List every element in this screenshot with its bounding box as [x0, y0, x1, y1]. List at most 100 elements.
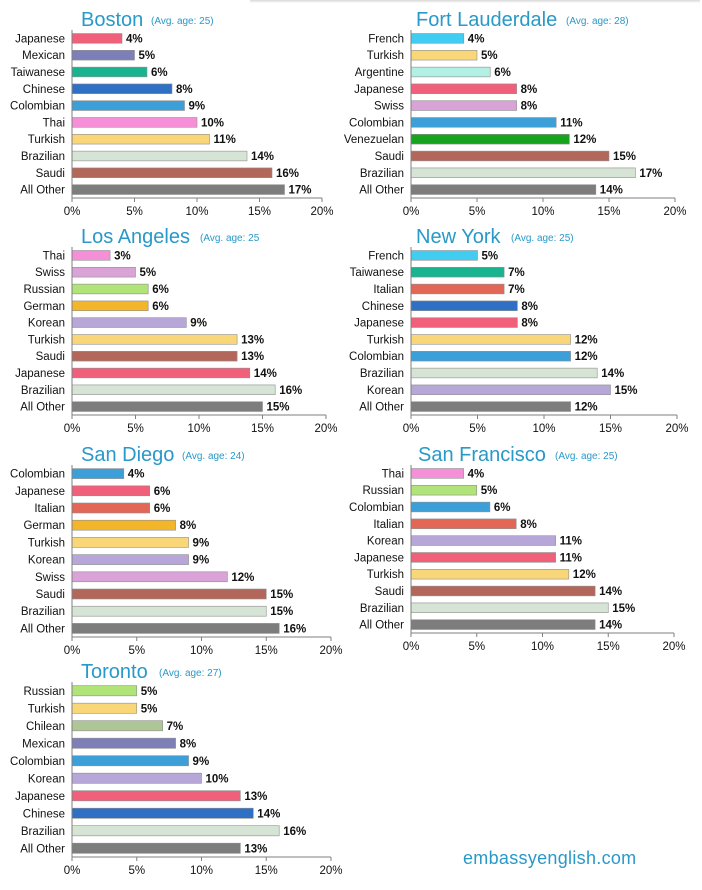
data-label: 8% [521, 318, 538, 330]
category-label: Brazilian [360, 603, 404, 615]
bar [410, 134, 570, 145]
category-label: Chinese [23, 84, 65, 96]
x-tick-label: 10% [532, 423, 555, 435]
data-label: 14% [599, 586, 622, 598]
data-label: 6% [494, 67, 511, 79]
data-label: 5% [481, 485, 498, 497]
x-tick-label: 5% [469, 423, 486, 435]
category-label: Chinese [362, 301, 404, 313]
bar [410, 100, 517, 111]
chart-fort-lauderdale: Fort Lauderdale (Avg. age: 28) French 4% T… [340, 8, 695, 218]
data-label: 15% [612, 603, 635, 615]
category-label: Swiss [374, 101, 404, 113]
x-tick-label: 5% [469, 206, 486, 218]
x-tick-label: 15% [251, 423, 274, 435]
data-label: 16% [283, 826, 306, 838]
top-divider [250, 0, 700, 3]
bar [71, 83, 173, 94]
category-label: Russian [362, 485, 404, 497]
data-label: 10% [206, 773, 229, 785]
data-label: 15% [615, 385, 638, 397]
data-label: 6% [152, 301, 169, 313]
avg-age-label: (Avg. age: 28) [566, 16, 629, 27]
category-label: Turkish [28, 334, 65, 346]
category-label: Saudi [36, 351, 65, 363]
data-label: 5% [141, 703, 158, 715]
category-label: Thai [43, 117, 65, 129]
category-label: Japanese [354, 84, 404, 96]
category-label: Colombian [10, 469, 65, 481]
bar [410, 585, 596, 597]
bar-chart-svg: Thai 4% Russian 5% Colombian 6% Italian 8% Korea… [349, 465, 686, 653]
bar [71, 283, 149, 295]
city-title: San Francisco [418, 444, 546, 466]
x-tick-label: 20% [319, 865, 342, 877]
bar [410, 300, 518, 311]
data-label: 9% [193, 537, 210, 549]
bar [71, 571, 228, 583]
x-tick-label: 15% [597, 641, 620, 653]
bar [71, 33, 123, 44]
category-label: All Other [20, 843, 65, 855]
category-label: Korean [28, 318, 65, 330]
bar [71, 807, 254, 819]
bar [71, 468, 125, 479]
data-label: 5% [481, 50, 498, 62]
x-tick-label: 0% [403, 423, 420, 435]
data-label: 8% [520, 519, 537, 531]
data-label: 8% [521, 101, 538, 113]
x-tick-label: 10% [190, 645, 213, 657]
bar [71, 351, 238, 362]
data-label: 6% [154, 486, 171, 498]
x-tick-label: 10% [531, 641, 554, 653]
x-tick-label: 10% [531, 206, 554, 218]
bar [71, 334, 238, 345]
category-label: Saudi [375, 586, 404, 598]
bar-chart-svg: French 5% Taiwanese 7% Italian 7% Chinese 8% Jap… [349, 247, 689, 435]
avg-age-label: (Avg. age: 25) [511, 233, 574, 244]
data-label: 5% [140, 267, 157, 279]
x-tick-label: 5% [128, 645, 145, 657]
bar [410, 384, 611, 395]
x-tick-label: 15% [248, 206, 271, 218]
bar [410, 66, 491, 78]
city-title: San Diego [81, 444, 175, 466]
bar-chart-svg: Russian 5% Turkish 5% Chilean 7% Mexican 8% Colo… [10, 682, 343, 877]
category-label: Russian [23, 284, 65, 296]
data-label: 12% [573, 569, 596, 581]
data-label: 11% [560, 117, 582, 129]
category-label: Swiss [35, 572, 65, 584]
bar [410, 485, 478, 496]
category-label: Japanese [15, 33, 65, 45]
bar [71, 50, 135, 61]
x-tick-label: 0% [64, 865, 81, 877]
category-label: Brazilian [360, 368, 404, 380]
category-label: Taiwanese [11, 67, 65, 79]
data-label: 15% [270, 589, 293, 601]
bar [410, 83, 517, 94]
bar-chart-svg: Japanese 4% Mexican 5% Taiwanese 6% Chinese 8% C… [10, 30, 334, 218]
chart-san-diego: San Diego (Avg. age: 24) Colombian 4% Japa… [0, 443, 345, 658]
data-label: 8% [521, 84, 538, 96]
data-label: 15% [267, 402, 290, 414]
data-label: 13% [241, 334, 264, 346]
x-tick-label: 0% [64, 206, 81, 218]
bar [410, 535, 556, 546]
bar [71, 250, 111, 261]
data-label: 4% [128, 469, 145, 481]
city-title: Boston [81, 9, 144, 31]
x-tick-label: 20% [319, 645, 342, 657]
bar [71, 623, 280, 634]
category-label: Japanese [15, 486, 65, 498]
data-label: 8% [180, 520, 197, 532]
category-label: Chilean [26, 721, 65, 733]
data-label: 7% [167, 721, 184, 733]
x-tick-label: 15% [597, 206, 620, 218]
bar [71, 384, 276, 395]
city-title: Los Angeles [81, 226, 190, 248]
city-title: Fort Lauderdale [416, 9, 558, 31]
data-label: 6% [152, 284, 169, 296]
category-label: All Other [20, 185, 65, 197]
category-label: Saudi [36, 589, 65, 601]
bar [410, 602, 609, 613]
